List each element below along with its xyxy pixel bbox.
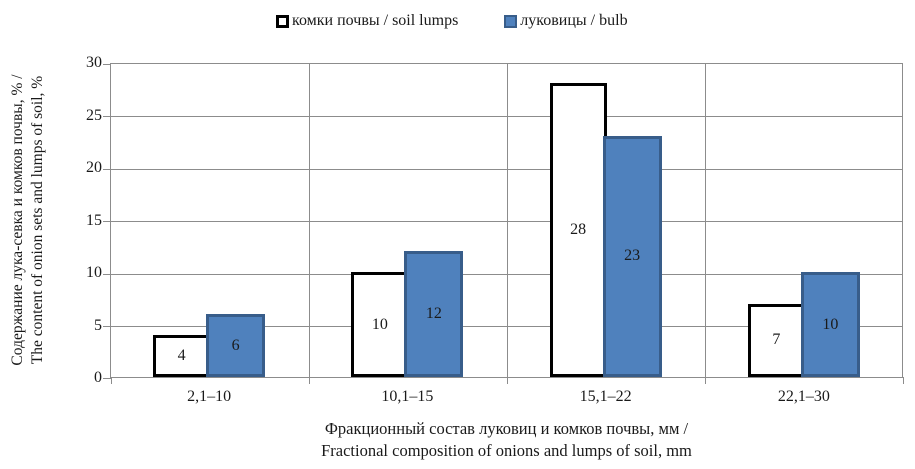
bar-bulb bbox=[602, 135, 662, 377]
gridline-vertical bbox=[308, 64, 310, 377]
bar-value-label: 23 bbox=[624, 247, 641, 265]
bar-soil-lumps bbox=[351, 272, 409, 377]
y-tick-label: 20 bbox=[86, 159, 102, 176]
soil-lumps-swatch-icon bbox=[276, 14, 289, 28]
legend: комки почвы / soil lumps луковицы / bulb bbox=[276, 12, 628, 30]
gridline-horizontal bbox=[111, 326, 902, 327]
y-axis-tick bbox=[103, 378, 111, 379]
x-category-label: 22,1–30 bbox=[777, 388, 830, 405]
x-axis-title-line2: Fractional composition of onions and lum… bbox=[321, 441, 692, 460]
y-axis-title-line1: Содержание лука-севка и комков почвы, % … bbox=[9, 74, 26, 366]
gridline-horizontal bbox=[111, 168, 902, 170]
bar-bulb bbox=[800, 272, 860, 377]
x-axis-tick bbox=[308, 377, 310, 384]
bar-value-label: 7 bbox=[772, 331, 781, 349]
gridline-vertical bbox=[507, 64, 508, 377]
y-axis-title-line2: The content of onion sets and lumps of s… bbox=[29, 75, 46, 365]
x-axis-tick bbox=[705, 377, 707, 384]
y-axis-tick bbox=[103, 326, 111, 327]
bar-value-label: 6 bbox=[231, 336, 240, 354]
gridline-horizontal bbox=[111, 221, 902, 222]
y-axis-tick bbox=[103, 116, 111, 117]
bar-bulb bbox=[206, 314, 266, 377]
y-axis-tick bbox=[103, 273, 111, 275]
plot-area: 4 10 28 7 6 12 23 10 bbox=[103, 63, 904, 384]
legend-label-bulb: луковицы / bulb bbox=[520, 12, 628, 29]
bulb-swatch-icon bbox=[504, 14, 518, 28]
y-tick-label: 30 bbox=[86, 54, 102, 71]
x-axis-title: Фракционный состав луковиц и комков почв… bbox=[110, 418, 903, 462]
y-axis-tick bbox=[103, 221, 111, 222]
y-tick-label: 25 bbox=[86, 106, 102, 124]
x-category-label: 10,1–15 bbox=[381, 388, 434, 405]
x-axis-tick bbox=[507, 377, 508, 384]
y-axis-tick bbox=[103, 64, 111, 65]
x-axis-title-line1: Фракционный состав луковиц и комков почв… bbox=[324, 419, 689, 438]
gridline-horizontal bbox=[111, 273, 902, 275]
x-axis-tick bbox=[111, 377, 112, 384]
y-axis-tick bbox=[103, 168, 111, 170]
gridline-vertical bbox=[705, 64, 707, 377]
legend-item-bulb: луковицы / bulb bbox=[504, 12, 628, 30]
bar-value-label: 10 bbox=[371, 315, 388, 333]
x-axis-tick bbox=[903, 377, 904, 384]
legend-label-soil-lumps: комки почвы / soil lumps bbox=[292, 12, 459, 29]
y-axis-title: Содержание лука-севка и комков почвы, % … bbox=[8, 0, 48, 440]
bar-value-label: 4 bbox=[177, 347, 186, 364]
bar-bulb bbox=[404, 251, 464, 377]
x-category-label: 15,1–22 bbox=[579, 388, 632, 405]
y-tick-label: 10 bbox=[86, 264, 102, 281]
y-tick-label: 5 bbox=[94, 316, 102, 334]
y-tick-label: 15 bbox=[86, 211, 102, 229]
bar-value-label: 12 bbox=[425, 305, 442, 322]
y-tick-label: 0 bbox=[94, 369, 102, 386]
gridline-horizontal bbox=[111, 116, 902, 117]
legend-item-soil-lumps: комки почвы / soil lumps bbox=[276, 12, 458, 30]
bar-value-label: 10 bbox=[822, 315, 839, 333]
x-category-label: 2,1–10 bbox=[187, 388, 232, 405]
bar-value-label: 28 bbox=[570, 221, 587, 238]
